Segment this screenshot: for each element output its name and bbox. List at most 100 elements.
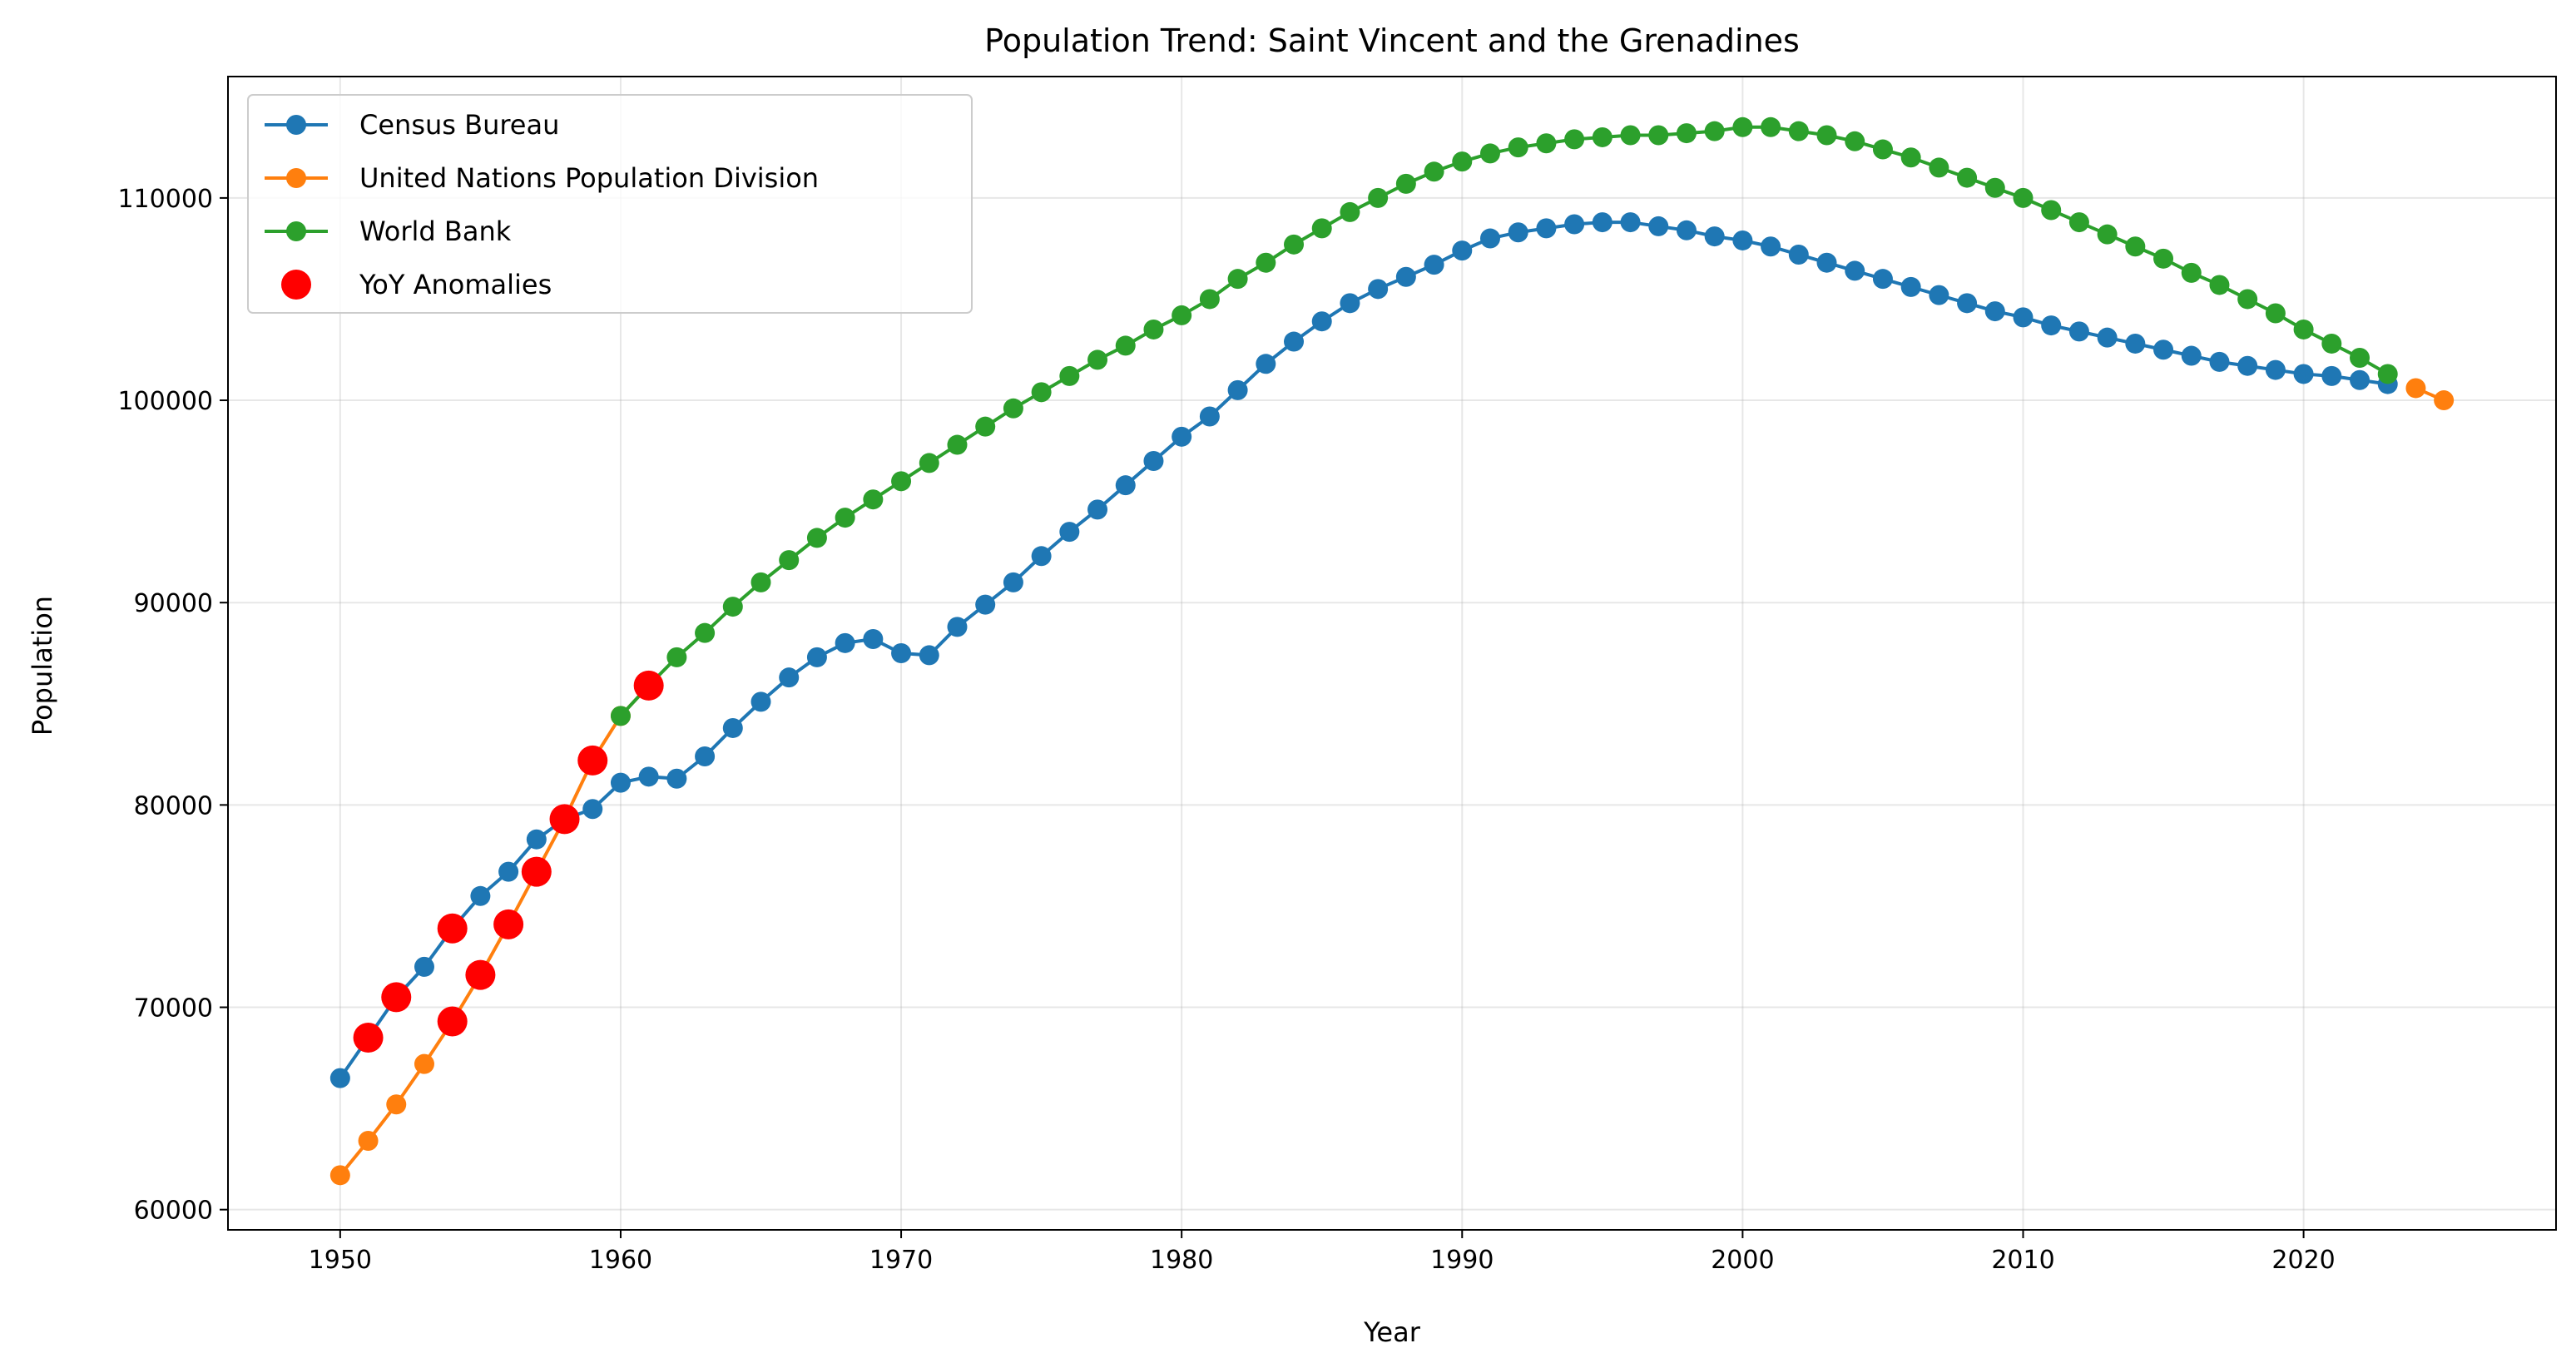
y-axis-label: Population <box>27 596 58 736</box>
data-point <box>1424 161 1444 182</box>
data-point <box>1256 354 1276 374</box>
data-point <box>1845 131 1865 151</box>
anomaly-point <box>633 670 664 701</box>
data-point <box>1900 147 1921 168</box>
data-point <box>1424 255 1444 275</box>
data-point <box>1395 173 1416 194</box>
data-point <box>1452 240 1473 261</box>
series-line <box>619 125 2389 717</box>
data-point <box>1592 126 1612 147</box>
data-point <box>1845 260 1865 281</box>
data-point <box>2097 224 2118 245</box>
legend-marker <box>286 115 306 135</box>
data-point <box>1479 143 1500 164</box>
data-point <box>1199 406 1220 427</box>
data-point <box>1227 269 1248 290</box>
data-point <box>2350 369 2370 390</box>
data-point <box>2209 351 2230 372</box>
data-point <box>666 768 687 789</box>
data-point <box>2377 364 2398 384</box>
data-point <box>1816 125 1837 146</box>
data-point <box>1984 177 2005 198</box>
legend-item: Census Bureau <box>265 109 559 141</box>
data-point <box>610 706 631 726</box>
data-point <box>1564 129 1585 150</box>
data-point <box>751 572 771 592</box>
data-point <box>2041 200 2062 221</box>
data-point <box>722 717 743 738</box>
data-point <box>1536 218 1557 239</box>
data-point <box>1340 201 1360 222</box>
data-point <box>2068 321 2089 342</box>
series-yoy-anomalies <box>353 670 664 1053</box>
series-layer <box>329 116 2455 1186</box>
data-point <box>835 508 855 528</box>
data-point <box>1648 125 1669 146</box>
axes: 1950 1960 1970 1980 1990 2000 2010 2020 60000 700… <box>117 185 2335 1275</box>
data-point <box>1059 365 1080 386</box>
data-point <box>1452 151 1473 172</box>
data-point <box>1059 522 1080 543</box>
data-point <box>1115 335 1136 356</box>
data-point <box>1311 311 1332 332</box>
data-point <box>1284 234 1305 255</box>
data-point <box>975 416 996 437</box>
data-point <box>1788 244 1809 265</box>
legend-label: Census Bureau <box>359 109 559 141</box>
data-point <box>1676 220 1697 240</box>
data-point <box>947 617 968 637</box>
data-point <box>891 471 912 492</box>
data-point <box>2321 365 2342 386</box>
data-point <box>1003 398 1023 419</box>
plot-frame <box>227 76 2557 1231</box>
x-tick-label: 1950 <box>309 1246 372 1275</box>
data-point <box>1761 116 1781 137</box>
data-point <box>1704 121 1725 141</box>
data-point <box>2013 307 2034 328</box>
data-point <box>1620 212 1641 233</box>
data-point <box>2068 212 2089 233</box>
legend-label: YoY Anomalies <box>359 269 552 300</box>
data-point <box>2350 347 2370 368</box>
anomaly-point <box>549 804 580 835</box>
data-point <box>2237 289 2258 310</box>
x-tick-label: 1970 <box>869 1246 933 1275</box>
anomaly-point <box>465 959 496 990</box>
data-point <box>1620 125 1641 146</box>
anomaly-point <box>493 909 524 939</box>
data-point <box>1395 266 1416 287</box>
legend-box <box>247 94 973 314</box>
data-point <box>470 885 491 906</box>
data-point <box>863 489 884 510</box>
data-point <box>2265 359 2286 380</box>
data-point <box>2265 303 2286 324</box>
data-point <box>358 1131 379 1152</box>
data-point <box>1984 301 2005 322</box>
y-tick-label: 60000 <box>134 1197 213 1226</box>
anomaly-point <box>381 982 412 1013</box>
data-point <box>863 628 884 649</box>
data-point <box>1003 572 1023 592</box>
data-point <box>1872 269 1893 290</box>
data-point <box>2405 378 2426 399</box>
data-point <box>414 1053 434 1074</box>
data-point <box>1508 222 1528 243</box>
data-point <box>1929 285 1949 305</box>
data-point <box>498 861 519 882</box>
data-point <box>1648 216 1669 236</box>
data-point <box>1368 187 1389 208</box>
legend: Census Bureau United Nations Population D… <box>247 94 973 314</box>
x-tick-label: 1990 <box>1430 1246 1494 1275</box>
anomaly-point <box>521 856 552 887</box>
data-point <box>1479 228 1500 249</box>
data-point <box>1929 157 1949 178</box>
legend-label: United Nations Population Division <box>359 162 819 194</box>
data-point <box>919 453 939 473</box>
data-point <box>1340 293 1360 314</box>
data-point <box>2293 319 2314 340</box>
data-point <box>329 1165 350 1186</box>
data-point <box>1143 319 1164 340</box>
data-point <box>1256 252 1276 273</box>
legend-marker <box>281 270 311 300</box>
data-point <box>638 766 659 787</box>
